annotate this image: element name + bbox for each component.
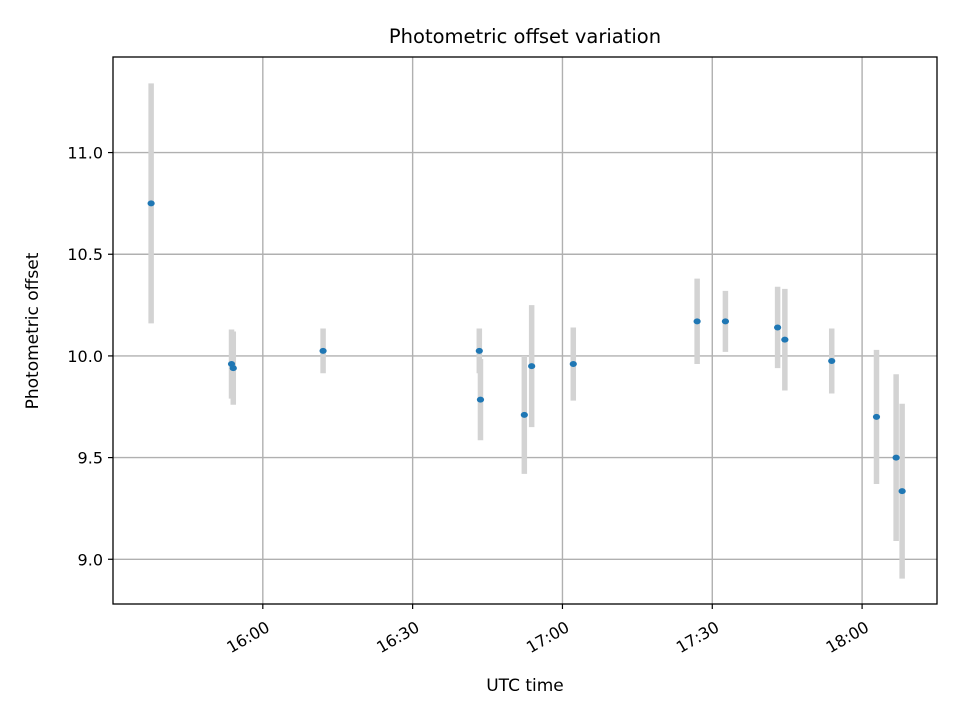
data-point <box>569 361 577 368</box>
y-tick-label: 10.0 <box>67 347 103 366</box>
data-point <box>828 358 836 365</box>
grid-lines <box>113 57 937 604</box>
data-point <box>476 396 485 403</box>
y-tick-label: 11.0 <box>67 144 103 163</box>
data-point <box>721 318 730 325</box>
y-tick-label: 9.5 <box>78 449 103 468</box>
data-point <box>520 411 528 418</box>
data-point <box>475 347 483 354</box>
data-point <box>892 454 900 461</box>
data-point <box>774 324 782 331</box>
data-point <box>319 347 327 354</box>
data-point <box>147 200 155 207</box>
data-points <box>147 200 906 495</box>
data-point <box>872 413 881 420</box>
data-point <box>229 365 237 372</box>
data-point <box>781 336 789 343</box>
y-tick-label: 9.0 <box>78 550 103 569</box>
data-point <box>898 488 906 495</box>
y-axis-label: Photometric offset <box>23 252 43 409</box>
plot-frame <box>112 56 938 605</box>
data-point <box>693 318 701 325</box>
x-axis-label: UTC time <box>486 676 564 696</box>
chart-title: Photometric offset variation <box>389 25 661 48</box>
data-point <box>528 363 536 370</box>
y-tick-label: 10.5 <box>67 245 103 264</box>
